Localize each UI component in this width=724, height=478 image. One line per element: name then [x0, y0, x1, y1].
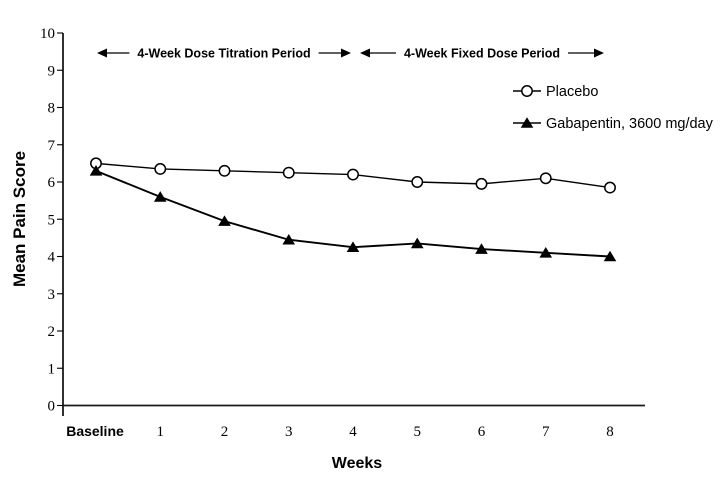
data-point-filled-triangle	[410, 237, 424, 249]
arrow-left-icon	[360, 48, 370, 58]
x-axis-title: Weeks	[332, 455, 383, 472]
series-open-circle	[90, 157, 616, 194]
x-tick-label: 2	[221, 424, 229, 440]
data-point-filled-triangle	[346, 241, 360, 252]
y-tick-label: 1	[48, 361, 56, 377]
series-filled-triangle	[89, 165, 617, 262]
y-tick-label: 10	[40, 26, 55, 42]
data-point-open-circle	[154, 163, 167, 175]
y-tick-label: 0	[48, 399, 56, 415]
data-point-filled-triangle	[282, 233, 296, 245]
data-point-open-circle	[347, 168, 359, 181]
legend: Placebo Gabapentin, 3600 mg/day	[513, 84, 714, 132]
legend-label: Placebo	[546, 84, 598, 100]
legend-label: Gabapentin, 3600 mg/day	[546, 116, 714, 132]
data-point-open-circle	[218, 164, 231, 177]
period-annotation: 4-Week Fixed Dose Period	[360, 47, 604, 61]
y-tick-label: 6	[48, 175, 56, 191]
data-point-filled-triangle	[539, 246, 553, 258]
data-point-filled-triangle	[520, 117, 534, 128]
data-point-filled-triangle	[89, 165, 103, 176]
y-axis-title: Mean Pain Score	[10, 151, 29, 287]
period-annotation: 4-Week Dose Titration Period	[97, 47, 351, 61]
data-point-filled-triangle	[153, 191, 167, 202]
x-tick-label: 4	[349, 424, 357, 440]
arrow-right-icon	[341, 48, 351, 58]
data-point-open-circle	[282, 166, 295, 179]
data-point-filled-triangle	[218, 215, 231, 226]
x-tick-label: Baseline	[66, 423, 124, 439]
data-point-open-circle	[475, 177, 488, 190]
y-tick-label: 8	[48, 101, 56, 117]
legend-item: Placebo	[513, 84, 598, 100]
annotation-label: 4-Week Dose Titration Period	[137, 47, 310, 61]
data-point-open-circle	[411, 176, 424, 188]
legend-item: Gabapentin, 3600 mg/day	[513, 116, 714, 132]
x-axis-tick-labels: Baseline 1 2 3 4 5 6 7 8	[66, 423, 614, 440]
data-point-open-circle	[604, 181, 616, 194]
x-tick-label: 7	[542, 424, 550, 440]
x-tick-label: 5	[414, 424, 422, 440]
x-tick-label: 8	[606, 424, 614, 440]
y-tick-label: 3	[48, 287, 56, 303]
y-tick-label: 5	[48, 212, 56, 228]
arrow-right-icon	[594, 48, 604, 58]
y-tick-label: 7	[48, 138, 56, 154]
arrow-left-icon	[97, 48, 107, 58]
data-series	[89, 157, 617, 262]
data-point-open-circle	[539, 172, 552, 185]
annotation-label: 4-Week Fixed Dose Period	[404, 47, 560, 61]
y-tick-label: 2	[48, 324, 56, 340]
x-tick-label: 6	[478, 424, 486, 440]
x-tick-label: 3	[285, 424, 293, 440]
period-annotations: 4-Week Dose Titration Period 4-Week Fixed…	[97, 47, 604, 61]
data-point-open-circle	[521, 85, 533, 97]
data-point-filled-triangle	[475, 243, 488, 254]
x-tick-label: 1	[157, 424, 165, 440]
y-tick-label: 9	[48, 63, 56, 79]
y-axis-ticks: 0 1 2 3 4 5 6 7 8 9 10	[40, 26, 63, 415]
data-point-filled-triangle	[603, 250, 617, 262]
y-tick-label: 4	[48, 250, 56, 266]
